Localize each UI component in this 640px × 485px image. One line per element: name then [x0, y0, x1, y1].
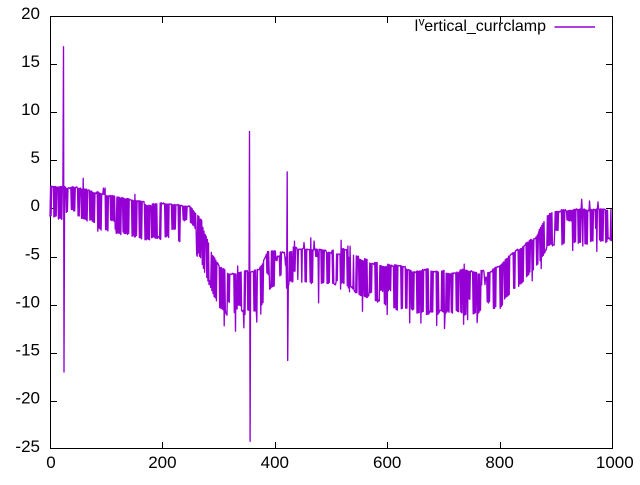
svg-text:l: l	[415, 18, 419, 35]
svg-text:5: 5	[31, 148, 40, 167]
svg-text:0: 0	[31, 196, 40, 215]
svg-text:200: 200	[148, 453, 176, 472]
svg-text:v: v	[419, 14, 425, 28]
svg-text:20: 20	[21, 4, 40, 23]
svg-text:-5: -5	[25, 244, 40, 263]
svg-text:-10: -10	[15, 293, 40, 312]
svg-text:600: 600	[373, 453, 401, 472]
svg-text:0: 0	[46, 453, 55, 472]
svg-text:1000: 1000	[596, 453, 634, 472]
svg-text:10: 10	[21, 100, 40, 119]
svg-text:800: 800	[485, 453, 513, 472]
svg-text:400: 400	[261, 453, 289, 472]
svg-text:-20: -20	[15, 389, 40, 408]
svg-text:-15: -15	[15, 341, 40, 360]
svg-text:ertical_currclamp: ertical_currclamp	[424, 18, 546, 35]
svg-text:15: 15	[21, 52, 40, 71]
svg-text:-25: -25	[15, 437, 40, 456]
